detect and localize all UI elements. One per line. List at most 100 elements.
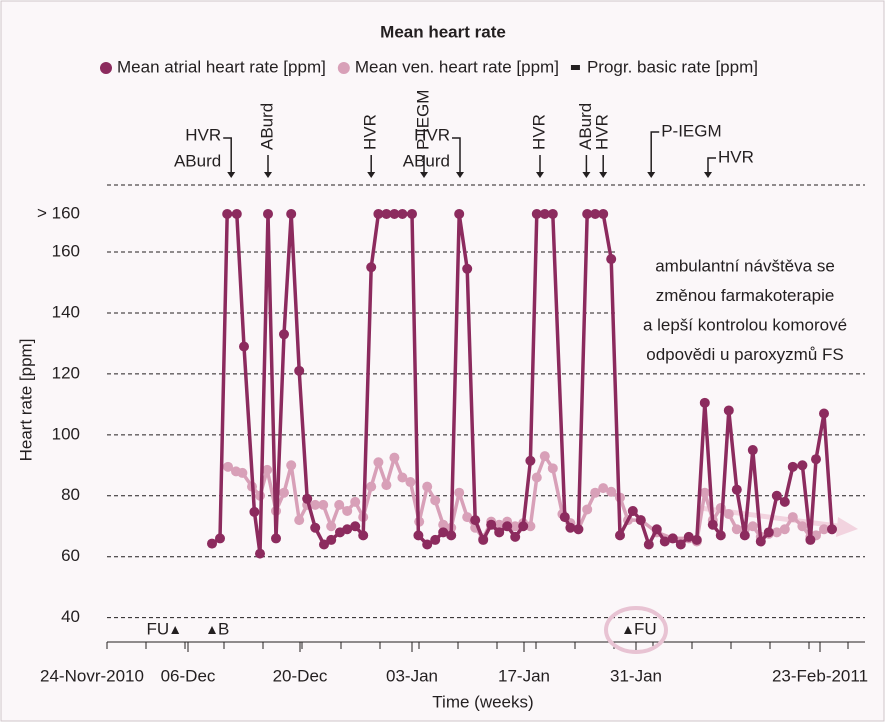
data-point <box>582 208 593 219</box>
data-point <box>811 454 821 465</box>
data-point <box>350 496 361 507</box>
legend-marker <box>570 65 580 70</box>
data-point <box>413 530 424 541</box>
data-point <box>675 539 686 550</box>
data-point <box>539 451 550 462</box>
data-point <box>763 527 774 538</box>
data-point <box>342 505 353 516</box>
data-point <box>590 487 601 498</box>
data-point <box>302 493 313 504</box>
legend-label: Mean ven. heart rate [ppm] <box>355 57 559 76</box>
note-background <box>618 250 868 372</box>
data-point <box>667 533 678 544</box>
event-arrowhead <box>599 172 608 178</box>
event-arrow <box>707 157 716 174</box>
data-point <box>279 329 289 340</box>
event-arrowhead <box>456 172 464 178</box>
event-label: HVR <box>718 147 754 166</box>
data-point <box>381 480 392 491</box>
y-tick-label: 100 <box>52 424 80 443</box>
data-point <box>598 483 609 494</box>
data-point <box>747 445 758 456</box>
data-point <box>222 208 233 219</box>
y-tick-label: > 160 <box>37 203 80 222</box>
data-point <box>326 521 337 532</box>
marker-triangle <box>171 626 180 634</box>
data-point <box>723 405 734 416</box>
data-point <box>438 519 449 530</box>
note-text: změnou farmakoterapie <box>656 286 835 305</box>
data-point <box>389 208 400 219</box>
marker-triangle <box>208 626 216 634</box>
data-point <box>249 506 260 517</box>
y-tick-label: 80 <box>61 485 80 504</box>
data-point <box>470 515 481 526</box>
event-arrowhead <box>704 172 712 178</box>
data-point <box>518 521 529 532</box>
data-point <box>771 490 782 501</box>
data-point <box>462 512 473 523</box>
data-point <box>590 208 601 219</box>
event-arrowhead <box>647 172 656 178</box>
data-point <box>262 464 273 475</box>
data-point <box>731 524 742 535</box>
x-tick-label: 23-Feb-2011 <box>772 666 868 685</box>
event-label: HVR <box>414 125 450 144</box>
legend-marker <box>337 62 350 74</box>
data-point <box>326 534 337 545</box>
y-tick-label: 140 <box>52 302 80 321</box>
series-line <box>211 212 834 556</box>
data-point <box>430 534 441 545</box>
y-tick-label: 120 <box>52 363 80 382</box>
data-point <box>271 533 281 544</box>
data-point <box>827 524 837 535</box>
data-point <box>389 452 400 463</box>
data-point <box>438 527 449 538</box>
data-point <box>318 499 329 510</box>
data-point <box>739 530 750 541</box>
chart-title: Mean heart rate <box>380 22 506 41</box>
data-point <box>651 524 662 535</box>
note-text: a lepší kontrolou komorové <box>643 315 847 334</box>
data-point <box>643 539 654 550</box>
data-point <box>366 481 377 492</box>
event-arrow <box>223 137 232 174</box>
event-label: ABurd <box>174 151 221 170</box>
data-point <box>446 530 457 541</box>
data-point <box>407 208 417 219</box>
data-point <box>405 477 416 488</box>
marker-label: FU <box>147 619 170 638</box>
data-point <box>779 496 790 507</box>
data-point <box>582 504 593 515</box>
event-label: HVR <box>593 114 612 150</box>
data-point <box>531 472 542 483</box>
data-point <box>207 538 217 549</box>
data-point <box>547 208 558 219</box>
data-point <box>787 512 798 523</box>
event-arrowhead <box>264 172 272 178</box>
data-point <box>310 522 321 533</box>
data-point <box>319 539 329 550</box>
event-label: P-IEGM <box>661 121 721 140</box>
data-point <box>559 512 570 523</box>
data-point <box>525 455 536 466</box>
data-point <box>539 208 550 219</box>
data-point <box>755 536 766 547</box>
data-point <box>598 208 609 219</box>
y-axis-title: Heart rate [ppm] <box>16 339 35 462</box>
event-label: HVR <box>361 114 380 150</box>
data-point <box>606 486 617 497</box>
basic-rate-arrowhead <box>836 517 858 537</box>
data-point <box>310 499 321 510</box>
event-arrow <box>452 137 461 174</box>
data-point <box>255 548 265 559</box>
x-tick-label: 31-Jan <box>610 666 662 685</box>
data-point <box>510 521 521 532</box>
event-label: HVR <box>529 114 548 150</box>
data-point <box>635 515 646 526</box>
x-tick-label: 24-Novr-2010 <box>40 666 144 685</box>
data-point <box>381 208 392 219</box>
data-point <box>627 505 638 516</box>
data-point <box>531 208 542 219</box>
event-arrow <box>650 131 660 174</box>
